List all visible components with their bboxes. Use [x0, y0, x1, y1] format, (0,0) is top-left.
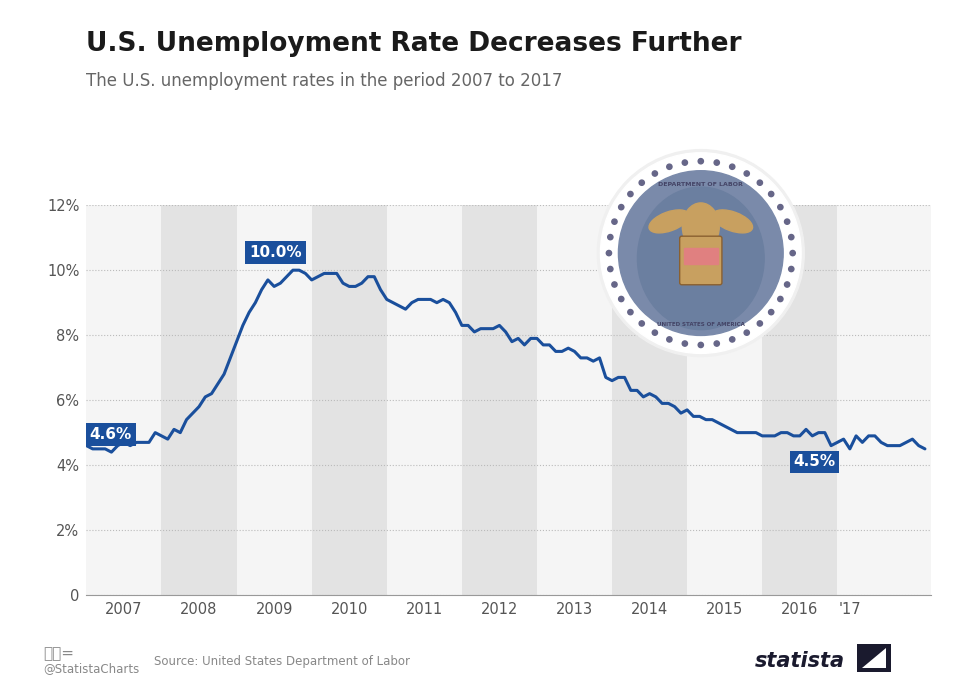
Text: statista: statista: [755, 651, 845, 672]
Circle shape: [714, 160, 719, 166]
Circle shape: [769, 309, 774, 315]
Circle shape: [607, 250, 612, 256]
Polygon shape: [862, 648, 886, 668]
Text: 4.5%: 4.5%: [794, 454, 835, 469]
Circle shape: [730, 337, 734, 342]
Circle shape: [778, 205, 783, 210]
Circle shape: [769, 192, 774, 197]
Circle shape: [639, 321, 644, 326]
Circle shape: [628, 309, 633, 315]
Circle shape: [612, 282, 617, 287]
Circle shape: [618, 296, 624, 302]
Circle shape: [608, 235, 613, 240]
Circle shape: [652, 330, 658, 335]
Bar: [537, 205, 612, 595]
Circle shape: [788, 235, 794, 240]
Text: @StatistaCharts: @StatistaCharts: [43, 662, 139, 676]
Circle shape: [714, 341, 719, 346]
Text: 10.0%: 10.0%: [249, 245, 301, 260]
Text: 4.6%: 4.6%: [89, 427, 132, 442]
Circle shape: [683, 160, 687, 166]
Circle shape: [744, 330, 750, 335]
Circle shape: [784, 282, 790, 287]
Text: ⓒⓘ=: ⓒⓘ=: [43, 646, 74, 661]
Circle shape: [639, 180, 644, 185]
Circle shape: [744, 171, 750, 176]
Polygon shape: [857, 644, 891, 672]
Text: UNITED STATES OF AMERICA: UNITED STATES OF AMERICA: [657, 322, 745, 328]
Bar: [236, 205, 312, 595]
Circle shape: [667, 164, 672, 170]
Circle shape: [730, 164, 734, 170]
Circle shape: [683, 341, 687, 346]
Circle shape: [667, 337, 672, 342]
Circle shape: [790, 250, 795, 256]
Bar: [684, 248, 718, 263]
Text: Source: United States Department of Labor: Source: United States Department of Labo…: [154, 655, 410, 668]
Circle shape: [652, 171, 658, 176]
Circle shape: [618, 205, 624, 210]
Text: DEPARTMENT OF LABOR: DEPARTMENT OF LABOR: [659, 182, 743, 187]
Circle shape: [628, 192, 633, 197]
Circle shape: [698, 159, 704, 164]
Text: U.S. Unemployment Rate Decreases Further: U.S. Unemployment Rate Decreases Further: [86, 31, 742, 57]
Bar: [837, 205, 869, 595]
Circle shape: [601, 153, 801, 354]
Bar: [161, 205, 236, 595]
Bar: [687, 205, 762, 595]
Bar: [387, 205, 462, 595]
Circle shape: [597, 150, 804, 356]
Circle shape: [778, 296, 783, 302]
Bar: [462, 205, 537, 595]
Circle shape: [618, 171, 783, 335]
Circle shape: [757, 321, 762, 326]
Ellipse shape: [649, 210, 689, 233]
Bar: [612, 205, 687, 595]
Ellipse shape: [637, 187, 764, 330]
Circle shape: [784, 219, 790, 224]
Circle shape: [698, 342, 704, 347]
Ellipse shape: [683, 203, 719, 250]
Bar: [762, 205, 837, 595]
FancyBboxPatch shape: [680, 236, 722, 285]
Ellipse shape: [712, 210, 753, 233]
Circle shape: [608, 266, 613, 272]
Bar: [86, 205, 161, 595]
Bar: [312, 205, 387, 595]
Circle shape: [612, 219, 617, 224]
Circle shape: [788, 266, 794, 272]
Text: The U.S. unemployment rates in the period 2007 to 2017: The U.S. unemployment rates in the perio…: [86, 72, 563, 90]
Circle shape: [757, 180, 762, 185]
